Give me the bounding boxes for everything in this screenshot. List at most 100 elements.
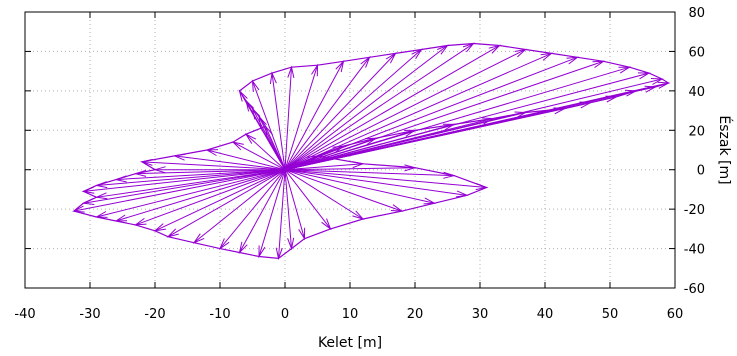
vector-arrow — [284, 117, 494, 171]
vector-arrow — [96, 169, 286, 218]
x-tick-labels: -40 -30 -20 -10 0 10 20 30 40 50 60 — [14, 307, 683, 322]
vector-arrow — [115, 169, 286, 181]
vector-arrowhead — [514, 111, 528, 119]
vector-arrowhead — [269, 71, 277, 85]
vector-arrowhead — [481, 117, 495, 125]
vector-arrow — [96, 169, 286, 186]
vector-arrowhead — [456, 190, 469, 198]
vector-arrow — [284, 57, 370, 171]
vector-arrowhead — [287, 65, 295, 79]
vector-arrowhead — [94, 192, 108, 200]
vector-arrowhead — [251, 79, 260, 93]
vector-arrowhead — [231, 141, 244, 151]
vector-arrow — [284, 169, 435, 204]
vector-arrowhead — [258, 245, 266, 259]
vector-arrowhead — [437, 44, 449, 55]
vector-arrow — [284, 169, 403, 212]
vector-arrowhead — [514, 48, 528, 58]
vector-arrowhead — [166, 228, 179, 238]
vector-arrow — [284, 56, 578, 171]
vector-arrow — [239, 169, 286, 253]
x-tick-label: -10 — [209, 307, 230, 322]
x-tick-label: 30 — [472, 307, 489, 322]
vector-arrowhead — [442, 123, 456, 131]
vector-arrow — [167, 169, 286, 238]
vector-arrowhead — [153, 166, 166, 174]
vector-arrowhead — [352, 161, 365, 169]
vector-arrow — [219, 169, 286, 249]
vector-arrow — [232, 141, 286, 171]
vector-arrow — [284, 169, 487, 188]
vector-arrow — [206, 149, 286, 171]
y-tick-labels: -60 -40 -20 0 20 40 60 80 — [684, 6, 705, 297]
vector-arrow — [193, 169, 286, 244]
vector-arrowhead — [624, 89, 638, 97]
vector-arrowhead — [133, 169, 147, 177]
x-tick-label: 60 — [667, 307, 684, 322]
vector-arrow — [278, 169, 286, 259]
vector-arrowhead — [553, 107, 567, 115]
x-tick-label: 20 — [407, 307, 424, 322]
y-tick-label: -40 — [684, 243, 705, 258]
vector-arrow — [284, 61, 344, 170]
vector-arrowhead — [245, 99, 255, 112]
vector-arrowhead — [238, 89, 248, 102]
vector-arrowhead — [352, 210, 365, 220]
vector-arrowhead — [618, 66, 632, 74]
x-tick-label: 0 — [281, 307, 289, 322]
vector-arrow — [284, 169, 331, 230]
vector-arrow — [174, 155, 286, 171]
vector-arrowhead — [306, 155, 320, 164]
y-tick-label: -20 — [684, 203, 705, 218]
vector-arrowhead — [385, 52, 397, 64]
vector-arrowhead — [275, 247, 283, 261]
vector-arrowhead — [205, 149, 219, 156]
vector-arrow — [135, 169, 286, 175]
vector-arrowhead — [140, 158, 153, 166]
vector-arrowhead — [133, 217, 147, 226]
vector-arrowhead — [287, 237, 295, 251]
vector-arrow — [284, 45, 500, 171]
y-axis-title: Észak [m] — [716, 115, 733, 184]
vector-arrowhead — [244, 132, 257, 144]
x-tick-label: -20 — [144, 307, 165, 322]
vector-arrowhead — [411, 48, 423, 59]
vector-arrow — [284, 49, 422, 171]
vector-arrow — [284, 53, 396, 171]
vector-arrowhead — [238, 241, 248, 255]
vector-arrowhead — [335, 59, 345, 73]
vector-arrow — [258, 169, 286, 257]
vector-arrow — [284, 123, 455, 171]
x-axis-title: Kelet [m] — [318, 335, 382, 351]
vector-arrowhead — [462, 42, 476, 53]
vector-arrowhead — [81, 186, 95, 194]
grid — [25, 12, 675, 288]
vector-arrowhead — [475, 183, 489, 191]
vector-arrowhead — [114, 175, 127, 183]
y-tick-label: 40 — [688, 85, 705, 100]
vector-arrowhead — [298, 227, 306, 241]
vector-arrow — [284, 167, 416, 171]
x-tick-label: 10 — [342, 307, 359, 322]
vector-arrow — [284, 52, 552, 171]
vector-arrow — [284, 163, 364, 171]
vector-arrow — [141, 161, 286, 171]
y-tick-label: -60 — [684, 282, 705, 297]
y-tick-label: 80 — [688, 6, 705, 21]
vector-arrowhead — [579, 101, 593, 109]
vector-arrowhead — [264, 124, 273, 138]
vector-arrowhead — [218, 238, 230, 251]
tick-marks — [24, 11, 676, 289]
vector-arrowhead — [360, 55, 371, 68]
vector-arrow — [284, 43, 474, 171]
vector-arrowhead — [72, 205, 85, 213]
vector-arrow — [245, 133, 286, 171]
vector-arrow — [284, 137, 377, 171]
vector-arrowhead — [488, 44, 502, 54]
vector-arrow — [83, 169, 286, 192]
vector-arrow — [284, 49, 526, 171]
vector-arrowhead — [637, 72, 651, 80]
vector-arrowhead — [644, 85, 658, 93]
vector-arrowhead — [114, 214, 128, 222]
